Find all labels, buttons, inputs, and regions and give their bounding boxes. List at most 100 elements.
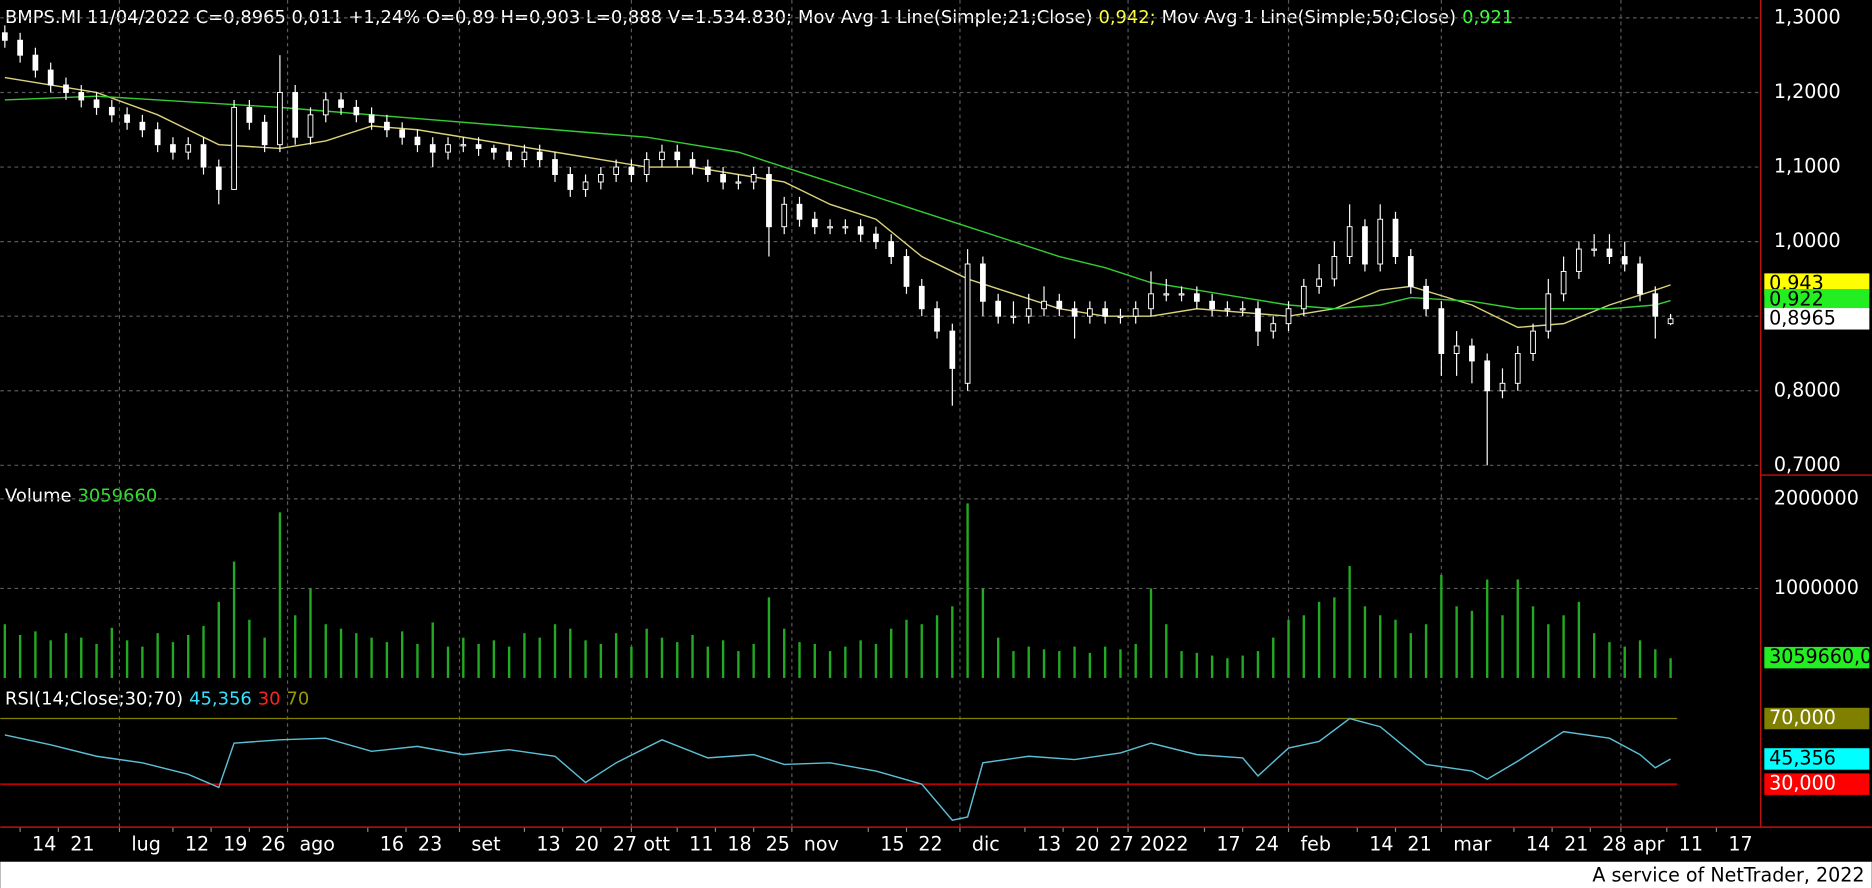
candle-body	[934, 308, 940, 332]
candle-body	[980, 263, 986, 302]
x-tick-label: feb	[1300, 833, 1331, 856]
volume-bar	[1226, 658, 1229, 678]
candle-body	[1560, 270, 1567, 295]
candle-body	[1224, 308, 1231, 311]
volume-bar	[1134, 643, 1137, 678]
volume-bar	[614, 633, 618, 678]
volume-bar	[462, 637, 465, 678]
footer-band	[0, 861, 1872, 888]
candle-body	[1606, 248, 1613, 258]
volume-bar	[920, 624, 923, 678]
volume-bar	[446, 646, 450, 678]
volume-bar	[171, 642, 175, 678]
volume-bar	[783, 628, 786, 678]
volume-bar	[64, 633, 68, 678]
candle-body	[17, 39, 23, 56]
moving-average-line	[4, 76, 1671, 329]
volume-bar	[309, 588, 312, 678]
volume-bar	[1272, 637, 1275, 678]
volume-bar	[859, 640, 862, 678]
volume-bar	[1638, 640, 1642, 678]
candle-body	[322, 99, 329, 116]
header-part: 0,921	[1462, 7, 1513, 28]
candle-body	[429, 144, 436, 153]
candle-body	[1591, 248, 1598, 251]
candle-body	[460, 144, 467, 147]
volume-bar	[416, 643, 419, 678]
candle-body	[918, 285, 925, 310]
candle-body	[277, 91, 283, 146]
candle-body	[1545, 293, 1552, 332]
x-tick-label: 15	[880, 833, 904, 856]
x-tick-label: 18	[727, 833, 751, 856]
candle-body	[964, 263, 971, 384]
y-tick-label: 1,1000	[1774, 155, 1841, 178]
volume-bar	[538, 637, 541, 678]
volume-bar	[569, 628, 572, 678]
candle-body	[93, 99, 100, 108]
volume-bar	[385, 642, 389, 678]
candle-body	[796, 203, 803, 220]
x-tick-label: 2022	[1140, 833, 1189, 856]
candle-body	[139, 121, 146, 131]
volume-bar	[339, 628, 343, 678]
volume-bar	[890, 628, 893, 678]
x-tick-label: 21	[70, 833, 94, 856]
volume-bar	[1363, 606, 1367, 678]
volume-bar	[874, 643, 878, 678]
candle-body	[292, 91, 299, 138]
candle-body	[1423, 285, 1429, 310]
x-tick-label: 26	[261, 833, 285, 856]
volume-bar	[1455, 606, 1458, 678]
candle-body	[338, 99, 344, 108]
candle-body	[1530, 330, 1536, 354]
candle-body	[1362, 226, 1368, 265]
candle-body	[1499, 382, 1506, 392]
y-tick-label: 0,8000	[1774, 378, 1841, 401]
volume-bar	[492, 640, 496, 678]
candle-body	[185, 144, 192, 153]
header-part: BMPS.MI 11/04/2022 C=0,8965 0,011 +1,24%…	[5, 7, 792, 28]
header-part: RSI(14;Close;30;70)	[5, 688, 183, 709]
candle-body	[1163, 293, 1170, 296]
volume-bar	[1241, 655, 1244, 678]
candle-body	[628, 166, 635, 175]
volume-bar	[1669, 658, 1672, 678]
x-tick-label: 27	[1109, 833, 1133, 856]
volume-bar	[996, 637, 1000, 678]
volume-bar	[737, 651, 740, 678]
volume-bar	[324, 624, 327, 678]
volume-bar	[523, 633, 526, 678]
candle-body	[536, 151, 543, 161]
volume-bar	[981, 588, 985, 678]
candle-body	[124, 114, 130, 123]
volume-bar	[706, 646, 710, 678]
volume-bar	[1333, 597, 1336, 678]
candle-body	[597, 174, 604, 183]
volume-bar	[1531, 606, 1535, 678]
x-tick-label: 24	[1255, 833, 1279, 856]
x-tick-label: 14	[1526, 833, 1550, 856]
volume-bar	[798, 642, 801, 678]
volume-bar	[355, 633, 358, 678]
candle-body	[1667, 318, 1674, 325]
volume-bar	[1623, 646, 1626, 678]
candle-body	[1453, 345, 1460, 354]
candle-body	[475, 144, 482, 149]
volume-bar	[584, 640, 587, 678]
volume-bar	[660, 637, 664, 678]
candle-body	[873, 233, 879, 243]
volume-bar	[1317, 601, 1321, 678]
candle-body	[1239, 308, 1246, 311]
rsi-header: RSI(14;Close;30;70) 45,356 30 70	[5, 688, 309, 709]
candle-body	[1193, 293, 1200, 302]
volume-bar	[34, 631, 37, 678]
candle-body	[1025, 308, 1032, 317]
value-badge	[1764, 308, 1870, 330]
candle-body	[552, 159, 558, 175]
candle-body	[414, 136, 421, 146]
header-part: 70	[286, 688, 309, 709]
volume-bar	[232, 561, 236, 678]
volume-bar	[935, 615, 939, 678]
